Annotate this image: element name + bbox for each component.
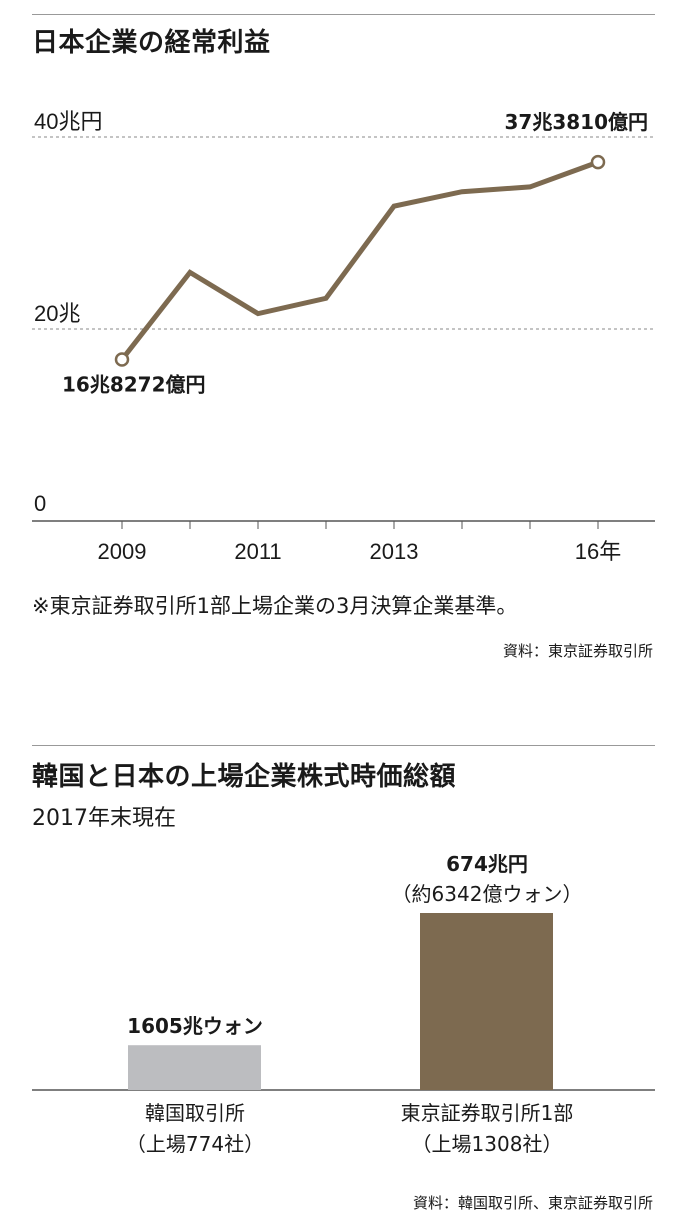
chart1-title: 日本企業の経常利益 bbox=[32, 28, 271, 58]
last-value-label: 37兆3810億円 bbox=[505, 110, 649, 134]
y-tick-label: 40兆円 bbox=[34, 109, 102, 134]
data-point-marker bbox=[590, 154, 606, 170]
category-sublabel: （上場1308社） bbox=[412, 1132, 563, 1156]
bar-value-label: 674兆円 bbox=[446, 852, 528, 876]
y-tick-label: 20兆 bbox=[34, 301, 80, 326]
bar-value-sublabel: （約6342億ウォン） bbox=[392, 882, 583, 906]
top-rule bbox=[32, 14, 655, 15]
section2-rule bbox=[32, 745, 655, 746]
series-line bbox=[120, 159, 599, 361]
category-label: 東京証券取引所1部 bbox=[401, 1101, 574, 1125]
chart2-subtitle: 2017年末現在 bbox=[32, 806, 176, 831]
chart2-source: 資料：韓国取引所、東京証券取引所 bbox=[412, 1194, 653, 1212]
y-tick-label: 0 bbox=[34, 491, 46, 516]
category-sublabel: （上場774社） bbox=[126, 1132, 264, 1156]
bar-value-label: 1605兆ウォン bbox=[127, 1014, 263, 1038]
bar bbox=[420, 913, 553, 1090]
x-tick-label: 2013 bbox=[370, 539, 419, 564]
line-chart: 0 20兆 40兆円 2009 2011 2013 16年 16兆8272億円 37兆3810億… bbox=[32, 109, 655, 564]
chart1-source: 資料：東京証券取引所 bbox=[502, 642, 653, 660]
data-point-marker bbox=[114, 352, 130, 367]
x-tick-label: 2011 bbox=[234, 539, 281, 564]
x-tick-label: 16年 bbox=[575, 539, 621, 564]
category-label: 韓国取引所 bbox=[145, 1101, 245, 1125]
x-tick-label: 2009 bbox=[98, 539, 147, 564]
chart1-note: ※東京証券取引所1部上場企業の3月決算企業基準。 bbox=[32, 594, 518, 618]
chart2-title: 韓国と日本の上場企業株式時価総額 bbox=[32, 762, 457, 792]
first-value-label: 16兆8272億円 bbox=[62, 372, 206, 396]
bar bbox=[128, 1045, 261, 1090]
